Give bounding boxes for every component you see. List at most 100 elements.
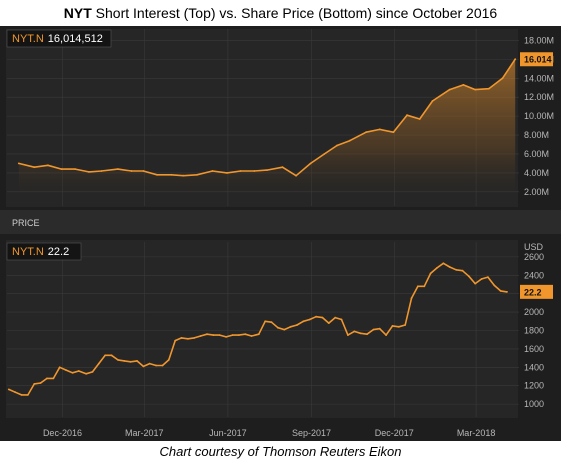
short-interest-y-tick-label: 14.00M (524, 73, 554, 83)
price-data-point (506, 291, 508, 293)
short-interest-data-point (239, 170, 242, 172)
price-data-point (7, 388, 10, 391)
price-data-point (167, 359, 170, 361)
short-interest-last-value-text: 16.014 (524, 55, 552, 65)
price-data-point (308, 318, 311, 321)
price-data-point (385, 334, 387, 336)
short-interest-data-point (196, 173, 198, 176)
price-data-point (302, 320, 305, 323)
short-interest-data-point (17, 162, 20, 165)
short-interest-data-point (365, 131, 367, 134)
price-y-tick-label: 1600 (524, 344, 544, 354)
price-data-point (33, 383, 36, 385)
price-data-point (334, 316, 337, 319)
short-interest-data-point (266, 169, 268, 172)
price-data-point (155, 364, 158, 367)
x-tick-label: Jun-2017 (209, 428, 247, 438)
price-data-point (180, 337, 183, 339)
bottom-legend: NYT.N 22.2 (6, 242, 82, 261)
price-data-point (340, 318, 343, 321)
short-interest-data-point (226, 172, 228, 174)
section-divider (0, 210, 561, 234)
price-data-point (104, 354, 107, 357)
price-data-point (212, 334, 215, 336)
price-data-point (493, 284, 496, 287)
price-y-tick-label: 1000 (524, 399, 544, 409)
price-data-point (193, 337, 196, 339)
figure-title-ticker: NYT (63, 5, 92, 21)
price-data-point (77, 370, 80, 372)
price-data-point (391, 325, 394, 327)
short-interest-data-point (392, 131, 395, 134)
short-interest-y-tick-label: 4.00M (524, 168, 549, 178)
price-data-point (436, 267, 438, 269)
price-data-point (270, 321, 273, 324)
price-y-tick-label: 1200 (524, 381, 544, 391)
price-data-point (257, 333, 260, 336)
short-interest-data-point (130, 170, 133, 172)
price-data-point (148, 362, 151, 365)
x-tick-label: Sep-2017 (292, 428, 331, 438)
short-interest-data-point (323, 153, 326, 155)
price-data-point (321, 316, 324, 319)
x-tick-label: Mar-2017 (125, 428, 164, 438)
short-interest-data-point (170, 173, 173, 176)
short-interest-data-point (474, 88, 477, 91)
short-interest-data-point (406, 114, 408, 117)
price-data-point (372, 328, 375, 331)
short-interest-data-point (348, 139, 351, 142)
price-data-point (289, 325, 292, 328)
price-data-point (283, 328, 286, 331)
price-data-point (448, 266, 451, 268)
series-layer (7, 58, 517, 396)
short-interest-data-point (47, 164, 49, 167)
short-interest-data-point (418, 118, 421, 120)
price-data-point (20, 394, 23, 396)
price-data-point (218, 334, 221, 336)
short-interest-y-tick-label: 12.00M (524, 92, 554, 102)
price-data-point (423, 285, 426, 288)
price-data-point (52, 377, 55, 380)
bottom-legend-box (6, 242, 82, 261)
price-data-point (397, 325, 400, 328)
short-interest-data-point (100, 170, 103, 172)
price-data-point (264, 320, 267, 323)
price-y-tick-label: 1800 (524, 326, 544, 336)
price-data-point (71, 371, 74, 374)
price-data-point (237, 334, 240, 336)
short-interest-data-point (281, 166, 284, 169)
price-data-point (404, 324, 407, 326)
top-legend-value: 16,014,512 (48, 33, 103, 45)
short-interest-y-tick-label: 8.00M (524, 130, 549, 140)
price-data-point (206, 333, 208, 336)
bottom-legend-ric: NYT.N (12, 246, 44, 258)
price-data-point (442, 262, 445, 265)
price-data-point (461, 269, 464, 272)
short-interest-data-point (501, 77, 504, 80)
figure-caption: Chart courtesy of Thomson Reuters Eikon (159, 444, 402, 459)
top-legend-box (6, 29, 112, 48)
axis-labels: 18.00M16.00M14.00M12.00M10.00M8.00M6.00M… (43, 35, 554, 438)
price-data-point (187, 337, 189, 340)
price-data-point (39, 382, 42, 384)
short-interest-data-point (448, 88, 451, 91)
short-interest-data-point (74, 168, 77, 171)
short-interest-data-point (336, 144, 338, 147)
price-y-tick-label: 2600 (524, 252, 544, 262)
price-data-point (199, 335, 202, 337)
price-data-point (296, 324, 298, 326)
short-interest-data-point (156, 173, 158, 176)
price-data-point (474, 282, 477, 285)
price-y-unit-label: USD (524, 242, 544, 252)
price-data-point (97, 362, 100, 365)
price-data-point (117, 359, 119, 361)
short-interest-data-point (60, 168, 63, 171)
price-data-point (429, 272, 432, 275)
top-legend-ric: NYT.N (12, 33, 44, 45)
price-data-point (347, 334, 349, 336)
price-data-point (417, 285, 419, 288)
short-interest-data-point (487, 87, 490, 90)
price-y-tick-label: 2000 (524, 307, 544, 317)
price-data-point (327, 322, 330, 324)
figure-title: NYT Short Interest (Top) vs. Share Price… (0, 0, 561, 26)
